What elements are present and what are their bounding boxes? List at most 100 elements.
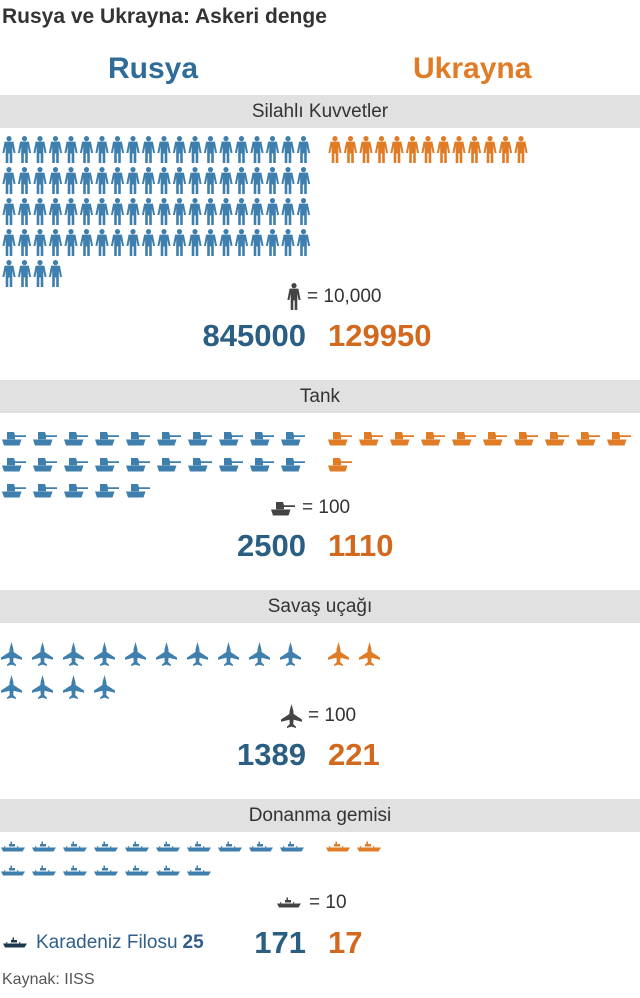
silahl-kuvvetler-ukraine-icon [390,136,404,163]
silahl-kuvvetler-russia-icon [48,136,63,163]
silahl-kuvvetler-russia-icon [172,229,187,256]
donanma-gemisi-russia-icon [94,841,118,852]
silahl-kuvvetler-russia-icon [17,229,32,256]
tank-russia-icon [2,484,26,498]
tank-russia-icon [95,458,119,472]
silahl-kuvvetler-ukraine-icon [343,136,358,163]
tank-russia-icon [126,484,150,498]
silahl-kuvvetler-russia-icon [141,198,156,225]
silahl-kuvvetler-russia-icon [2,167,16,194]
donanma-gemisi-russia-icon [63,841,87,852]
silahl-kuvvetler-russia-icon [17,136,32,163]
silahl-kuvvetler-russia-icon [48,260,63,287]
silahl-kuvvetler-russia-icon [188,136,202,163]
silahl-kuvvetler-russia-icon [64,260,77,287]
silahl-kuvvetler-russia-icon [296,136,311,163]
ukraine-aircraft-value: 221 [328,737,380,772]
sava-u-a--russia-icon [94,675,115,699]
silahl-kuvvetler-russia-icon [157,136,171,163]
tank-russia-icon [219,458,243,472]
silahl-kuvvetler-russia-icon [172,198,187,225]
tank-russia-icon [33,484,57,498]
sava-u-a--russia-icon [1,675,22,699]
silahl-kuvvetler-russia-icon [110,167,125,194]
ship-legend: = 10 [275,889,347,917]
source-note: Kaynak: IISS [2,971,95,988]
sava-u-a--ukraine-icon [328,642,349,666]
silahl-kuvvetler-russia-icon [141,229,156,256]
ukraine-tank-value: 1110 [328,528,394,563]
tank-russia-icon [281,458,305,472]
donanma-gemisi-russia-icon [156,865,180,876]
donanma-gemisi-russia-icon [125,841,149,852]
silahl-kuvvetler-russia-icon [95,167,109,194]
tank-ukraine-icon [483,432,507,446]
silahl-kuvvetler-russia-icon [234,167,249,194]
silahl-kuvvetler-russia-icon [126,167,140,194]
tank-ukraine-icon [452,432,476,446]
tank-russia-icon [250,432,274,446]
tank-russia-icon [126,458,150,472]
tank-russia-icon [64,458,88,472]
donanma-gemisi-russia-icon [125,865,149,876]
silahl-kuvvetler-russia-icon [296,198,311,225]
silahl-kuvvetler-ukraine-icon [483,136,497,163]
russia-ships-value: 171 [254,925,306,960]
silahl-kuvvetler-russia-icon [219,167,233,194]
silahl-kuvvetler-russia-icon [64,167,78,194]
silahl-kuvvetler-russia-icon [95,229,109,256]
silahl-kuvvetler-russia-icon [64,198,78,225]
donanma-gemisi-russia-icon [94,865,118,876]
sava-u-a--russia-icon [32,675,53,699]
silahl-kuvvetler-russia-icon [250,167,264,194]
tank-russia-icon [250,458,274,472]
ship-legend-text: = 10 [309,892,347,913]
ship-icon [277,897,301,908]
silahl-kuvvetler-russia-icon [141,167,156,194]
tank-ukraine-icon [421,432,445,446]
silahl-kuvvetler-russia-icon [141,136,156,163]
donanma-gemisi-russia-icon [280,841,304,852]
silahl-kuvvetler-russia-icon [234,136,249,163]
silahl-kuvvetler-russia-icon [17,167,32,194]
silahl-kuvvetler-russia-icon [79,198,94,225]
silahl-kuvvetler-russia-icon [2,229,16,256]
silahl-kuvvetler-russia-icon [33,198,47,225]
silahl-kuvvetler-russia-icon [250,136,264,163]
silahl-kuvvetler-russia-icon [281,136,295,163]
silahl-kuvvetler-ukraine-icon [498,136,513,163]
silahl-kuvvetler-russia-icon [33,229,47,256]
tank-russia-icon [126,432,150,446]
sava-u-a--russia-icon [63,642,84,666]
silahl-kuvvetler-russia-icon [188,198,202,225]
russia-tank-value: 2500 [237,528,306,563]
donanma-gemisi-russia-icon [1,841,25,852]
tank-icon [271,502,295,516]
donanma-gemisi-russia-icon [187,865,211,876]
silahl-kuvvetler-russia-icon [48,167,63,194]
russia-armed-forces-value: 845000 [202,318,306,353]
silahl-kuvvetler-russia-icon [172,136,187,163]
tank-ukraine-icon [514,432,538,446]
fighter-jet-icon [281,704,302,728]
silahl-kuvvetler-russia-icon [234,229,249,256]
silahl-kuvvetler-russia-icon [265,167,280,194]
silahl-kuvvetler-russia-icon [157,167,171,194]
tank-russia-icon [33,432,57,446]
donanma-gemisi-russia-icon [63,865,87,876]
silahl-kuvvetler-russia-icon [110,198,125,225]
sava-u-a--russia-icon [249,642,270,666]
silahl-kuvvetler-russia-icon [203,167,218,194]
silahl-kuvvetler-russia-icon [33,136,47,163]
silahl-kuvvetler-russia-icon [265,229,280,256]
silahl-kuvvetler-russia-icon [281,198,295,225]
silahl-kuvvetler-russia-icon [265,198,280,225]
donanma-gemisi-ukraine-icon [357,841,381,852]
russia-heading: Rusya [108,52,199,85]
tank-legend: = 100 [270,494,350,522]
silahl-kuvvetler-russia-icon [33,167,47,194]
sava-u-a--russia-icon [280,642,301,666]
silahl-kuvvetler-russia-icon [203,229,218,256]
silahl-kuvvetler-russia-icon [203,136,218,163]
ukraine-armed-forces-value: 129950 [328,318,432,353]
